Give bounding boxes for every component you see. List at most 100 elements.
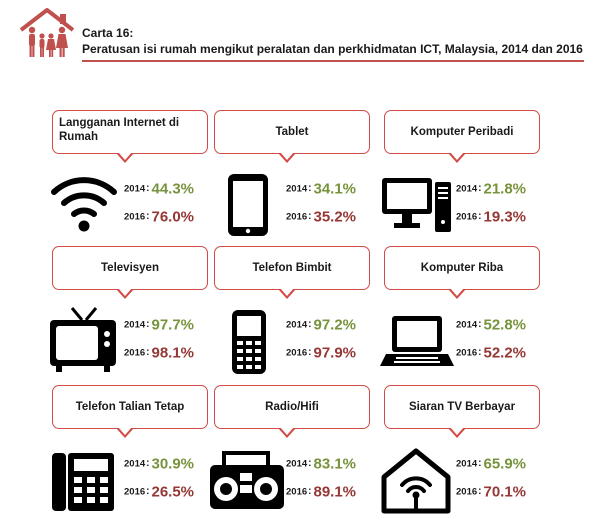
value-2016: 76.0%: [151, 208, 195, 226]
value-2014: 34.1%: [313, 180, 357, 198]
item-label: Komputer Peribadi: [410, 126, 514, 138]
year-label: 2016: [124, 211, 146, 223]
chart-header: Carta 16: Peratusan isi rumah mengikut p…: [18, 6, 584, 62]
header-divider: [82, 60, 584, 62]
value-2014: 83.1%: [313, 455, 357, 473]
value-2014: 65.9%: [483, 455, 527, 473]
value-2014: 30.9%: [151, 455, 195, 473]
item-label: Langganan Internet di Rumah: [59, 117, 180, 143]
stat-2016: 2016: 76.0%: [124, 208, 195, 226]
radio-icon: [210, 451, 284, 509]
item-label-box: Televisyen: [52, 246, 208, 290]
item-label-box: Komputer Peribadi: [384, 110, 540, 154]
wifi-icon: [51, 177, 117, 232]
stat-2014: 2014: 65.9%: [456, 455, 527, 473]
stat-2016: 2016: 89.1%: [286, 483, 357, 501]
mobile-phone-icon: [232, 310, 266, 374]
item-label: Siaran TV Berbayar: [408, 401, 516, 413]
item-label-box: Komputer Riba: [384, 246, 540, 290]
value-2014: 44.3%: [151, 180, 195, 198]
pay-tv-house-icon: [381, 448, 451, 514]
family-house-icon: [19, 8, 75, 57]
year-label: 2016: [456, 486, 478, 498]
callout-tail: [448, 288, 466, 299]
item-mobile-phone: Telefon Bimbit 2014: 97.2% 2016: 97.9%: [206, 246, 386, 386]
item-label-box: Langganan Internet di Rumah: [52, 110, 208, 154]
value-2014: 97.2%: [313, 316, 357, 334]
year-label: 2014: [456, 183, 478, 195]
callout-tail: [116, 288, 134, 299]
stat-2014: 2014: 21.8%: [456, 180, 527, 198]
item-label: Telefon Talian Tetap: [75, 401, 185, 413]
item-label: Telefon Bimbit: [252, 262, 332, 274]
stat-2014: 2014: 52.8%: [456, 316, 527, 334]
stat-2016: 2016: 97.9%: [286, 344, 357, 362]
item-label-box: Radio/Hifi: [214, 385, 370, 429]
callout-tail: [278, 427, 296, 438]
value-2016: 97.9%: [313, 344, 357, 362]
year-label: 2014: [124, 183, 146, 195]
year-label: 2016: [286, 211, 308, 223]
year-label: 2014: [456, 458, 478, 470]
stat-2016: 2016: 26.5%: [124, 483, 195, 501]
year-label: 2014: [124, 319, 146, 331]
stat-2014: 2014: 97.2%: [286, 316, 357, 334]
item-label-box: Siaran TV Berbayar: [384, 385, 540, 429]
callout-tail: [278, 152, 296, 163]
item-internet: Langganan Internet di Rumah 2014: 44.3% 2…: [44, 110, 224, 250]
value-2016: 89.1%: [313, 483, 357, 501]
year-label: 2016: [456, 211, 478, 223]
stat-2016: 2016: 70.1%: [456, 483, 527, 501]
value-2016: 19.3%: [483, 208, 527, 226]
year-label: 2016: [124, 486, 146, 498]
year-label: 2016: [124, 347, 146, 359]
year-label: 2016: [286, 486, 308, 498]
stat-2014: 2014: 83.1%: [286, 455, 357, 473]
stat-2014: 2014: 34.1%: [286, 180, 357, 198]
year-label: 2014: [286, 319, 308, 331]
year-label: 2016: [286, 347, 308, 359]
item-label: Televisyen: [101, 262, 159, 274]
item-radio: Radio/Hifi 2014: 83.1% 2016: 89.1%: [206, 385, 386, 523]
value-2016: 52.2%: [483, 344, 527, 362]
chart-number: Carta 16:: [82, 26, 134, 40]
year-label: 2014: [286, 183, 308, 195]
value-2014: 97.7%: [151, 316, 195, 334]
value-2014: 52.8%: [483, 316, 527, 334]
callout-tail: [448, 427, 466, 438]
desktop-computer-icon: [382, 178, 451, 232]
item-label-box: Tablet: [214, 110, 370, 154]
chart-title: Peratusan isi rumah mengikut peralatan d…: [82, 42, 583, 56]
callout-tail: [116, 152, 134, 163]
tablet-icon: [228, 174, 268, 236]
year-label: 2016: [456, 347, 478, 359]
item-landline: Telefon Talian Tetap 2014: 30.9% 2016: 26.…: [44, 385, 224, 523]
stat-2016: 2016: 19.3%: [456, 208, 527, 226]
callout-tail: [448, 152, 466, 163]
television-icon: [50, 307, 116, 372]
value-2016: 26.5%: [151, 483, 195, 501]
stat-2014: 2014: 44.3%: [124, 180, 195, 198]
year-label: 2014: [456, 319, 478, 331]
callout-tail: [116, 427, 134, 438]
stat-2016: 2016: 52.2%: [456, 344, 527, 362]
item-label: Tablet: [275, 126, 309, 138]
item-tablet: Tablet 2014: 34.1% 2016: 35.2%: [206, 110, 386, 250]
value-2014: 21.8%: [483, 180, 527, 198]
stat-2016: 2016: 35.2%: [286, 208, 357, 226]
item-television: Televisyen 2014: 97.7% 2016: 98.1%: [44, 246, 224, 386]
item-pay-tv: Siaran TV Berbayar 2014: 65.9% 2016: 70.1%: [376, 385, 556, 523]
value-2016: 70.1%: [483, 483, 527, 501]
year-label: 2014: [286, 458, 308, 470]
value-2016: 35.2%: [313, 208, 357, 226]
callout-tail: [278, 288, 296, 299]
laptop-icon: [380, 316, 454, 366]
item-label-box: Telefon Talian Tetap: [52, 385, 208, 429]
year-label: 2014: [124, 458, 146, 470]
item-laptop: Komputer Riba 2014: 52.8% 2016: 52.2%: [376, 246, 556, 386]
item-label: Komputer Riba: [420, 262, 504, 274]
item-label: Radio/Hifi: [265, 401, 319, 413]
stat-2016: 2016: 98.1%: [124, 344, 195, 362]
value-2016: 98.1%: [151, 344, 195, 362]
stat-2014: 2014: 30.9%: [124, 455, 195, 473]
